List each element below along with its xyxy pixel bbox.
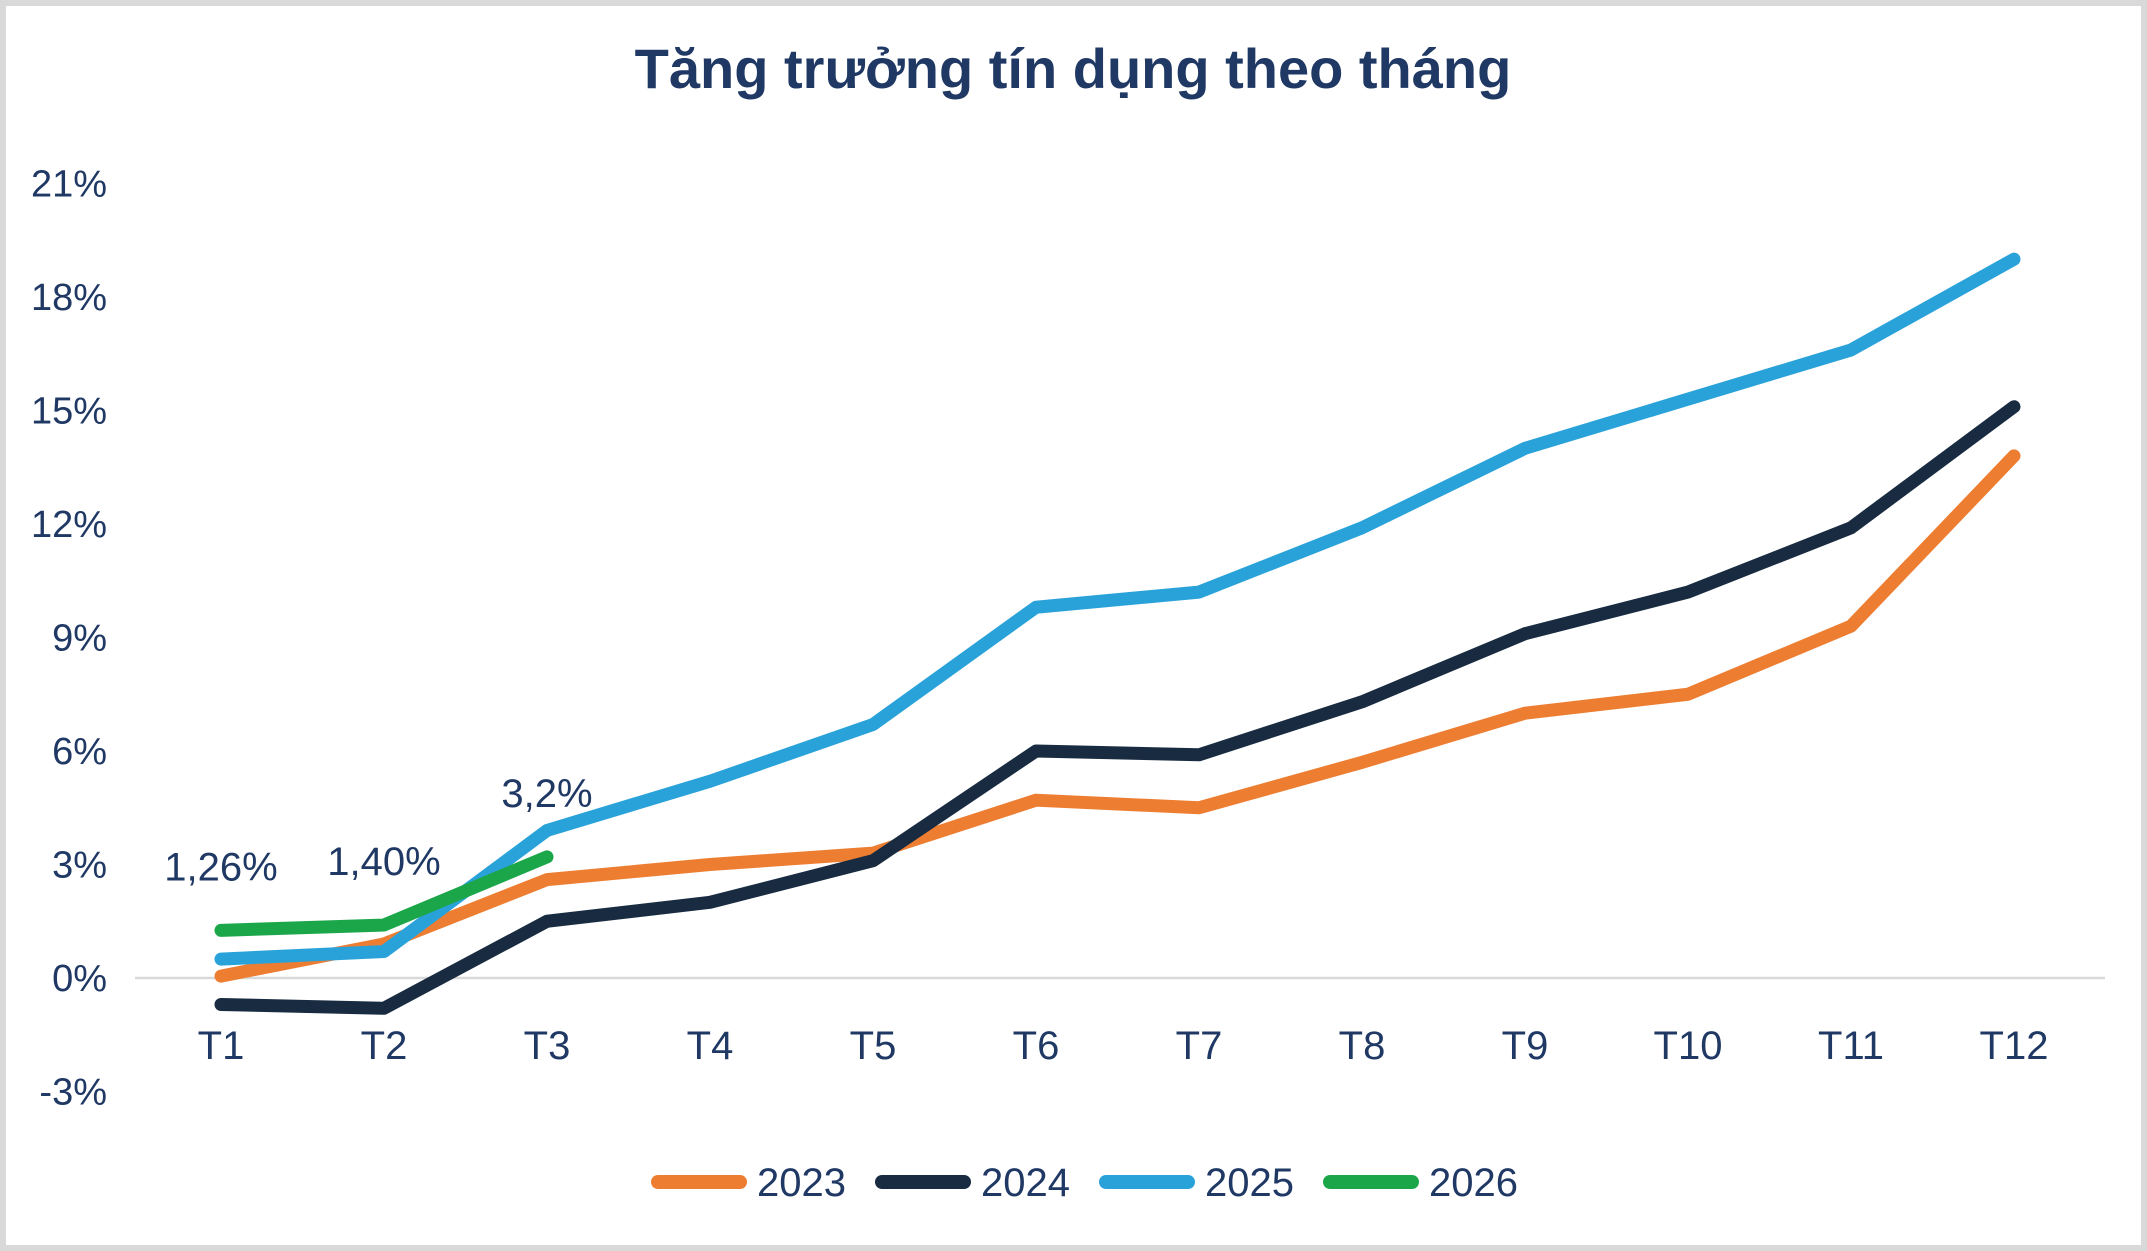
data-label-2026-T1: 1,26%	[164, 845, 277, 889]
legend: 2023 2024 2025 2026	[651, 1161, 1518, 1205]
x-axis-tick-label: T10	[1654, 1024, 1723, 1068]
legend-item-2025: 2025	[1099, 1161, 1294, 1205]
y-axis-tick-label: 12%	[31, 504, 107, 546]
series-line-2024	[214, 400, 2021, 1015]
series-line-2026	[214, 850, 554, 937]
data-label-2026-T2: 1,40%	[327, 840, 440, 884]
x-axis-tick-label: T1	[198, 1024, 245, 1068]
series-line-2025	[214, 252, 2021, 966]
y-axis-tick-label: 15%	[31, 391, 107, 433]
y-axis-labels: 21% 18% 15% 12% 9% 6% 3% 0% -3%	[31, 164, 107, 1114]
y-axis-tick-label: 6%	[52, 731, 107, 773]
x-axis-tick-label: T9	[1502, 1024, 1549, 1068]
legend-swatch-2025	[1099, 1175, 1195, 1189]
x-axis-tick-label: T6	[1013, 1024, 1060, 1068]
legend-swatch-2024	[875, 1175, 971, 1189]
series-line-2023	[214, 449, 2021, 983]
legend-label-2024: 2024	[981, 1161, 1070, 1205]
x-axis-tick-label: T7	[1176, 1024, 1223, 1068]
legend-swatch-2026	[1323, 1175, 1419, 1189]
x-axis-tick-label: T8	[1339, 1024, 1386, 1068]
legend-label-2023: 2023	[757, 1161, 846, 1205]
x-axis-tick-label: T5	[850, 1024, 897, 1068]
y-axis-tick-label: 3%	[52, 845, 107, 887]
legend-label-2026: 2026	[1429, 1161, 1518, 1205]
data-label-2026-T3: 3,2%	[501, 772, 592, 816]
x-axis-tick-label: T2	[361, 1024, 408, 1068]
legend-item-2023: 2023	[651, 1161, 846, 1205]
y-axis-tick-label: -3%	[39, 1072, 107, 1114]
y-axis-tick-label: 21%	[31, 164, 107, 206]
x-axis-tick-label: T12	[1980, 1024, 2049, 1068]
chart-title: Tăng trưởng tín dụng theo tháng	[635, 37, 1512, 100]
data-labels: 1,26% 1,40% 3,2%	[164, 772, 592, 889]
x-axis-tick-label: T11	[1818, 1024, 1884, 1068]
series-lines	[214, 252, 2021, 1015]
y-axis-tick-label: 18%	[31, 277, 107, 319]
legend-swatch-2023	[651, 1175, 747, 1189]
legend-item-2026: 2026	[1323, 1161, 1518, 1205]
x-axis-tick-label: T4	[687, 1024, 734, 1068]
y-axis-tick-label: 9%	[52, 618, 107, 660]
x-axis-labels: T1 T2 T3 T4 T5 T6 T7 T8 T9 T10 T11 T12	[198, 1024, 2049, 1068]
x-axis-tick-label: T3	[524, 1024, 571, 1068]
legend-item-2024: 2024	[875, 1161, 1070, 1205]
legend-label-2025: 2025	[1205, 1161, 1294, 1205]
y-axis-tick-label: 0%	[52, 958, 107, 1000]
